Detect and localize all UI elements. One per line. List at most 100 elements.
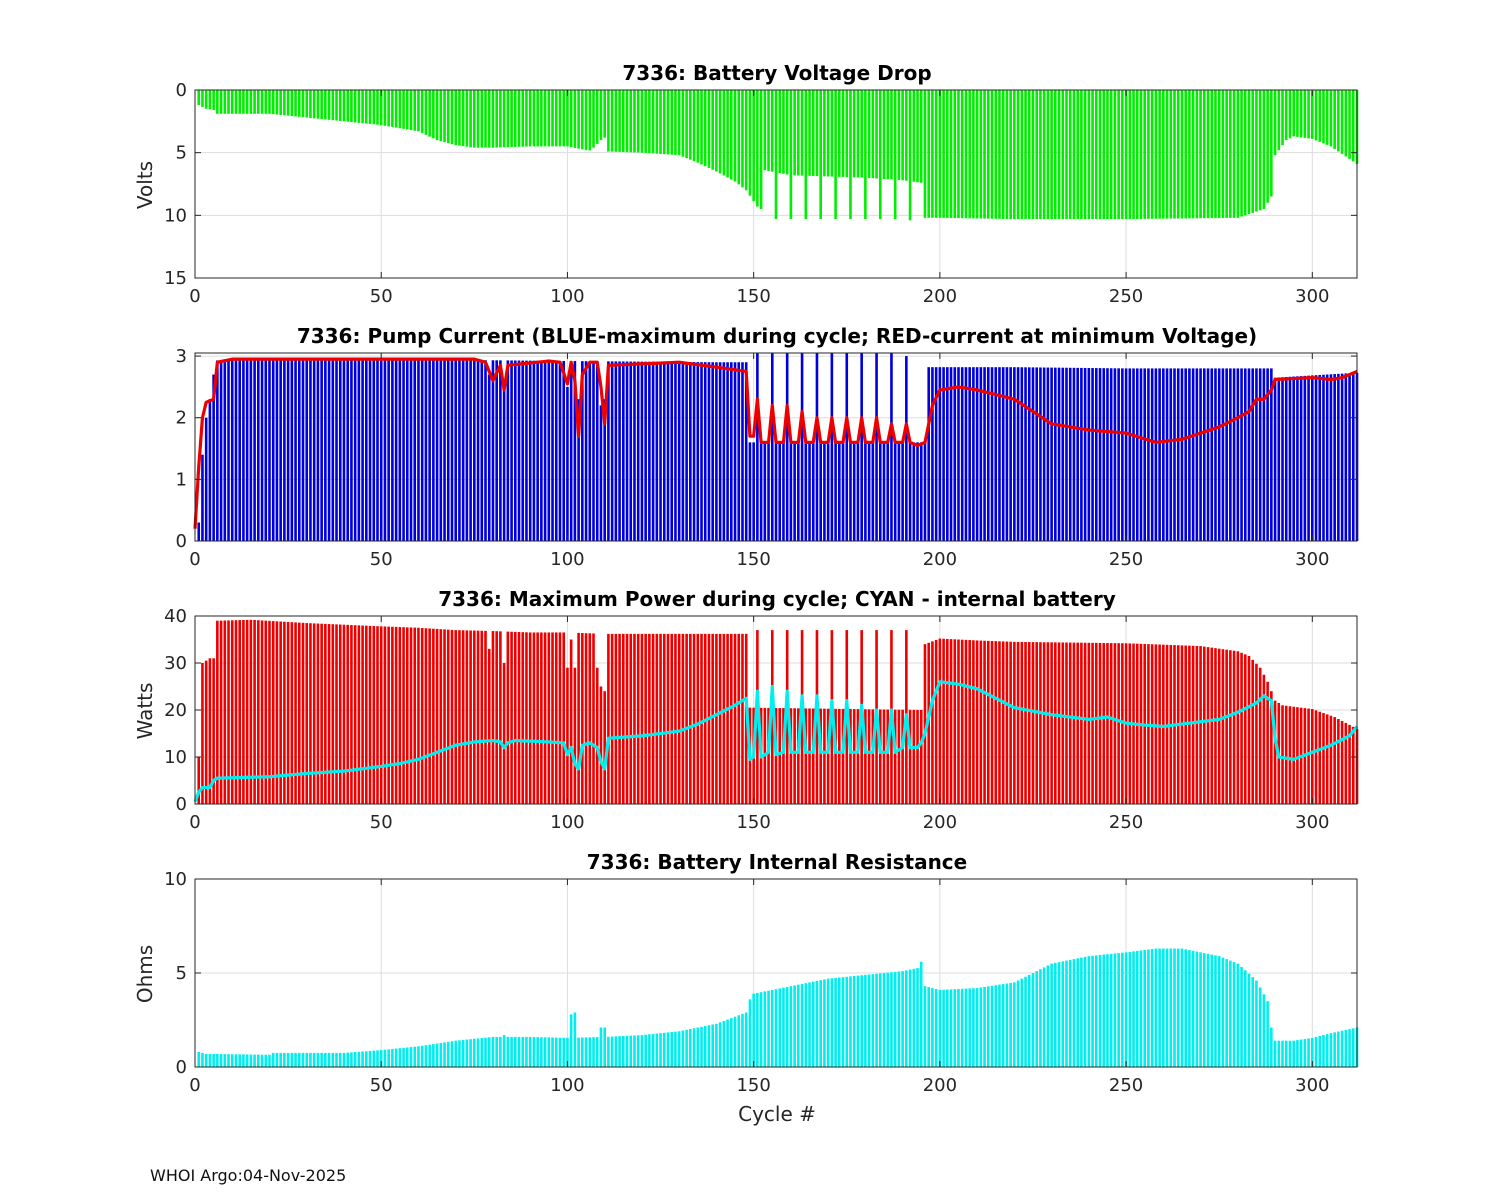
bar: [707, 1025, 711, 1067]
bar: [1143, 90, 1147, 219]
bar: [845, 353, 849, 541]
bar: [1325, 1034, 1329, 1067]
bar: [394, 626, 398, 804]
bar: [249, 1054, 253, 1067]
bar: [610, 633, 614, 804]
bar: [391, 90, 394, 127]
bar: [1094, 368, 1098, 541]
bar: [305, 90, 309, 118]
bar: [662, 90, 666, 155]
bar: [245, 619, 249, 804]
bar: [283, 359, 286, 541]
bar: [1225, 959, 1228, 1067]
bar: [387, 90, 390, 127]
bar: [1314, 90, 1318, 141]
bar: [376, 90, 379, 125]
bar: [197, 90, 201, 106]
bar: [793, 90, 796, 176]
bar: [1020, 367, 1024, 541]
bar: [1329, 90, 1333, 147]
bar: [1057, 962, 1061, 1067]
bar: [1121, 90, 1124, 220]
bar: [1031, 973, 1035, 1067]
bar: [622, 361, 625, 541]
bar: [595, 90, 599, 144]
bar: [1206, 953, 1210, 1067]
bar: [335, 624, 338, 804]
bar: [808, 982, 811, 1067]
bar: [733, 362, 737, 541]
bar: [312, 359, 316, 541]
bar: [1154, 948, 1158, 1067]
bar: [994, 90, 998, 219]
bar: [536, 632, 539, 804]
bar: [595, 361, 599, 541]
bar: [301, 90, 305, 118]
bar: [670, 1032, 674, 1067]
bar: [1083, 90, 1087, 220]
bar: [782, 90, 785, 174]
bar: [1210, 647, 1214, 804]
bar: [897, 442, 901, 541]
bar: [480, 1038, 484, 1067]
bar: [1281, 1040, 1284, 1067]
bar: [834, 977, 837, 1067]
bar: [558, 360, 562, 541]
bar: [353, 1052, 357, 1067]
bar: [707, 362, 711, 541]
bar: [1243, 368, 1247, 541]
bar: [905, 90, 908, 181]
bar: [1001, 641, 1005, 804]
bar: [919, 961, 923, 1067]
bar: [1046, 90, 1050, 220]
bar: [1031, 90, 1035, 220]
bar: [450, 90, 454, 145]
bar: [1039, 90, 1042, 220]
bar: [972, 988, 975, 1067]
bar: [1001, 90, 1005, 219]
bar: [297, 90, 301, 117]
bar: [1080, 642, 1083, 804]
bar: [785, 90, 789, 175]
bar: [815, 980, 819, 1067]
bar: [1143, 368, 1147, 541]
bar: [257, 360, 260, 541]
bar: [510, 631, 513, 804]
bar: [1318, 1035, 1322, 1067]
bar: [216, 90, 219, 114]
bar: [1340, 90, 1344, 154]
bar: [405, 90, 409, 130]
bar: [1027, 367, 1031, 541]
bar: [1009, 90, 1012, 220]
bar: [823, 708, 826, 804]
bar: [767, 90, 770, 171]
bar: [387, 1049, 390, 1067]
bar: [238, 90, 241, 114]
bar: [845, 90, 849, 178]
bar: [301, 359, 305, 541]
bar: [633, 361, 636, 541]
bar: [204, 660, 208, 804]
bar: [960, 639, 964, 804]
bar: [819, 980, 822, 1067]
bar: [502, 663, 506, 804]
bar: [864, 709, 867, 804]
bar: [1251, 659, 1255, 804]
bar: [811, 442, 815, 541]
series-line: [193, 357, 1358, 529]
bar: [413, 1046, 417, 1067]
bar: [726, 362, 729, 541]
bar: [1243, 970, 1247, 1067]
bar: [540, 360, 543, 541]
bar: [1191, 950, 1195, 1067]
bar: [1135, 90, 1139, 219]
bar: [223, 1054, 227, 1067]
bar: [1072, 90, 1076, 220]
bar: [242, 360, 245, 541]
bar: [1206, 647, 1210, 804]
bar: [659, 633, 662, 804]
bar: [1318, 711, 1322, 804]
bar: [420, 90, 424, 134]
bar: [342, 624, 346, 804]
x-axis-label: Cycle #: [738, 1102, 816, 1126]
